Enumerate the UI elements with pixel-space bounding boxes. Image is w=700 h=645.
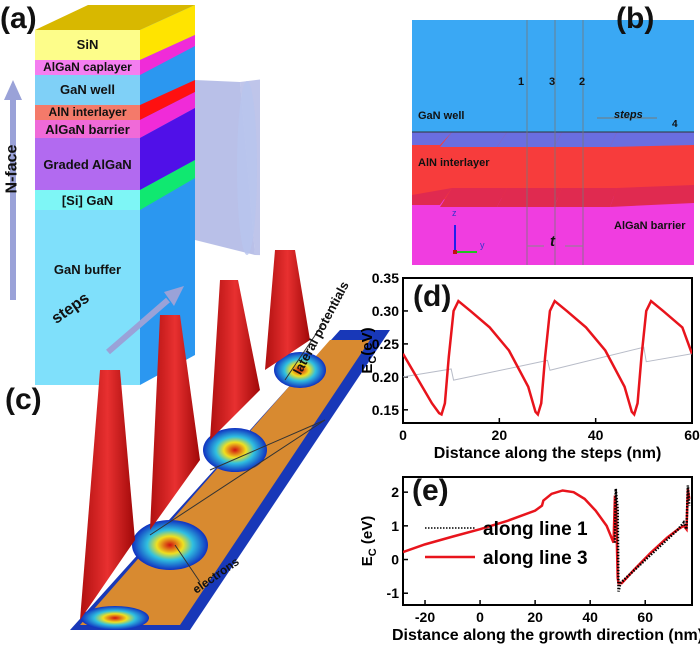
line-label-3: 3 [549,76,556,88]
x-axis-label-d: Distance along the steps (nm) [434,445,662,462]
layer-caplayer: AlGaN caplayer [43,60,132,74]
x-tick-label: 40 [588,427,604,443]
x-tick-label: 20 [527,609,543,625]
line-label-4: 4 [672,119,678,130]
region-barrier: AlGaN barrier [614,220,686,232]
y-tick-label: 0.30 [372,303,399,319]
series-line-along-line-1 [613,485,691,592]
panel-label-a: (a) [0,2,37,35]
x-tick-label: 60 [684,427,700,443]
y-tick-label: 0.20 [372,369,399,385]
spacing-label: t [550,233,555,250]
series-line [403,346,692,381]
y-axis-label: y [480,240,485,250]
y-tick-label: 2 [391,484,399,500]
plot-frame-e [402,476,693,606]
legend-label: along line 3 [483,548,588,569]
y-tick-label: 0.35 [372,270,399,286]
y-tick-label: 0.15 [372,402,399,418]
y-tick-label: 0 [391,552,399,568]
panel-label-b: (b) [616,2,655,35]
steps-label-b: steps [614,109,643,121]
x-axis-label-e: Distance along the growth direction (nm) [392,627,700,644]
graded-side [140,108,195,190]
layer-sin: SiN [76,37,99,52]
z-axis-label: z [452,208,457,218]
y-tick-label: 1 [391,518,399,534]
stack-top-face [35,5,195,30]
layer-si-gan: [Si] GaN [61,193,114,208]
y-tick-label: -1 [387,585,400,601]
layer-buffer: GaN buffer [53,262,122,277]
line-label-2: 2 [579,76,586,88]
layer-stack-diagram [4,5,260,385]
y-tick-label: 0.25 [372,336,399,352]
panel-label-c: (c) [5,383,42,416]
layer-graded: Graded AlGaN [43,157,132,172]
x-tick-label: 20 [492,427,508,443]
y-axis-label-e: EC (eV) [359,516,379,566]
region-gan-well: GaN well [418,110,465,122]
layer-aln: AlN interlayer [48,105,127,119]
line-label-1: 1 [518,76,525,88]
x-tick-label: 0 [476,609,484,625]
y-axis-label-d: EC(eV) [359,327,379,373]
region-aln: AlN interlayer [418,157,490,169]
layer-barrier: AlGaN barrier [45,122,130,137]
panel-label-e: (e) [412,474,449,507]
layer-gan-well: GaN well [60,82,115,97]
x-tick-label: 40 [582,609,598,625]
x-tick-label: -20 [415,609,435,625]
step-cross-section [412,20,694,265]
x-tick-label: 0 [399,427,407,443]
x-tick-label: 60 [637,609,653,625]
series-line [403,299,692,417]
potential-3d-render [70,250,390,630]
legend-label: along line 1 [483,519,588,540]
panel-label-d: (d) [413,280,452,313]
